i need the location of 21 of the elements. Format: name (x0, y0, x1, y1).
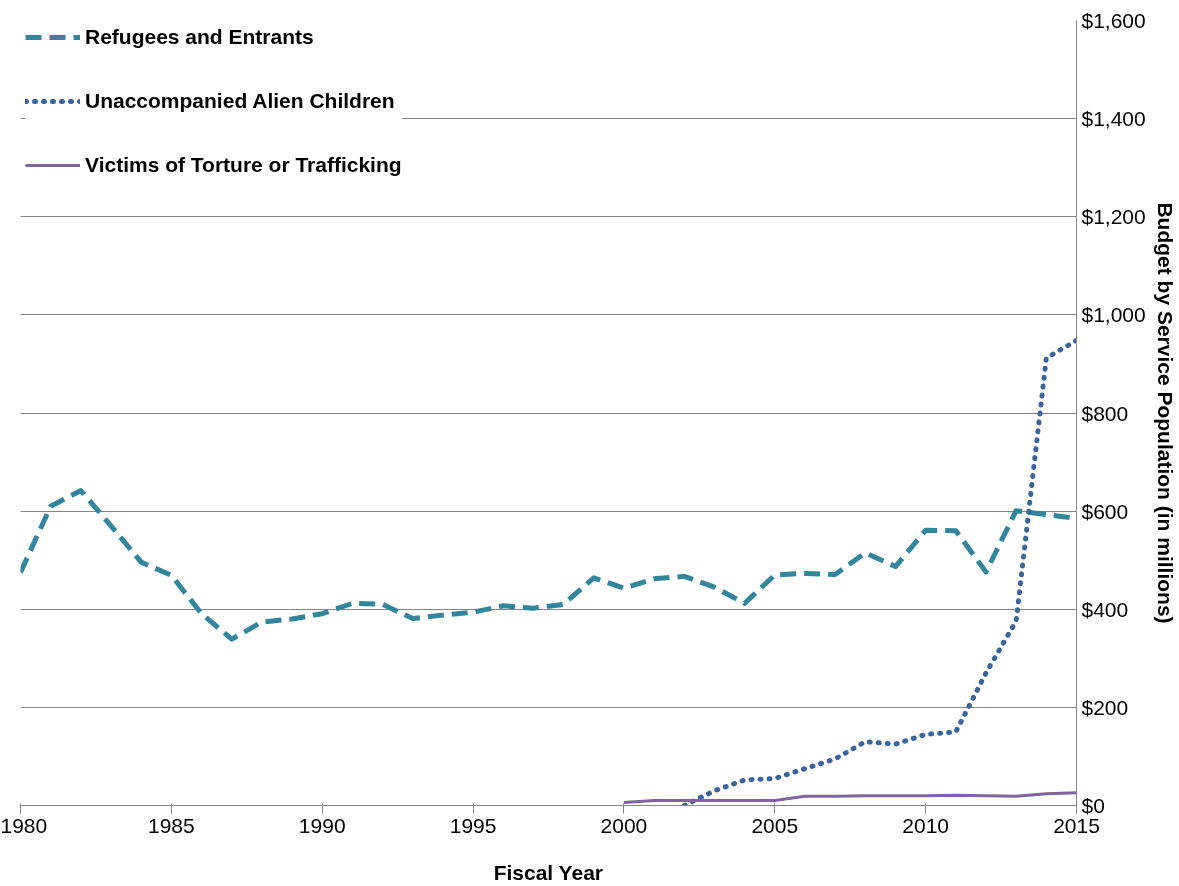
y-tick-label: $1,600 (1081, 9, 1146, 32)
x-tick-label: 2010 (902, 813, 949, 837)
y-tick-label: $1,000 (1081, 303, 1146, 327)
x-tick-label: 2000 (600, 813, 648, 837)
x-tick-label: 1990 (298, 813, 346, 837)
legend-label: Refugees and Entrants (85, 25, 314, 49)
x-tick-label: 1995 (449, 813, 497, 837)
legend-label: Victims of Torture or Trafficking (85, 153, 402, 177)
y-tick-label: $1,200 (1081, 205, 1146, 229)
y-tick-label: $200 (1081, 695, 1129, 719)
y-tick-label: $600 (1081, 499, 1129, 523)
line-series (622, 791, 1077, 805)
y-axis-title: Budget by Service Population (in millions) (1153, 202, 1177, 624)
y-tick-label: $1,400 (1081, 107, 1146, 131)
legend-label: Unaccompanied Alien Children (85, 89, 395, 113)
x-tick-label: 1985 (148, 813, 195, 837)
y-tick-label: $400 (1081, 597, 1129, 621)
y-tick-label: $800 (1081, 401, 1129, 425)
x-tick-label: 1980 (0, 813, 48, 837)
x-axis-title: Fiscal Year (493, 860, 603, 884)
x-tick-label: 2005 (751, 813, 799, 837)
